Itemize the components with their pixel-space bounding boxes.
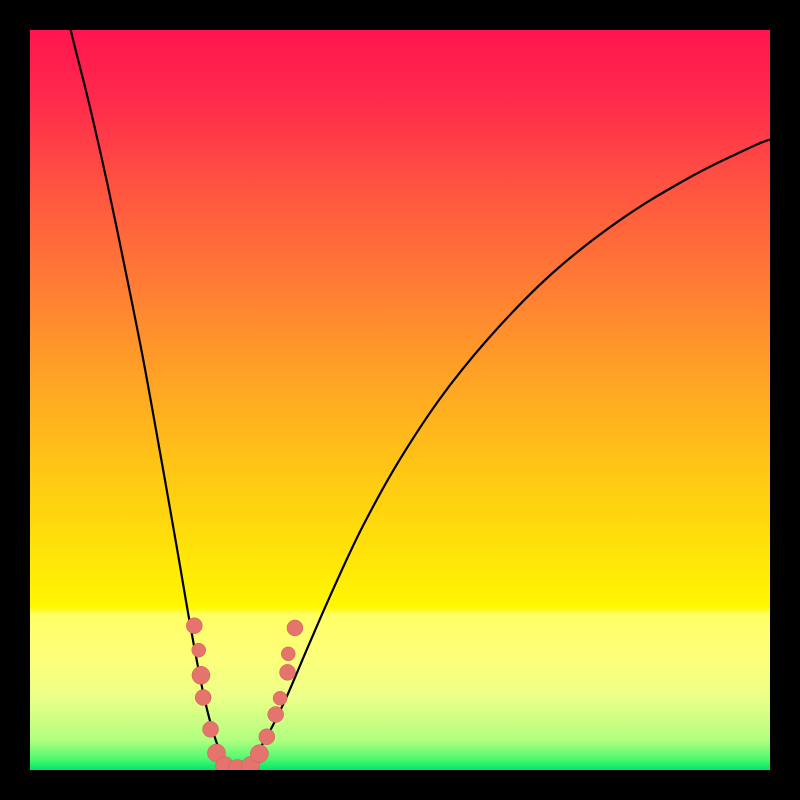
data-point-marker	[203, 721, 219, 737]
gradient-background	[30, 30, 770, 770]
data-point-marker	[250, 745, 268, 763]
data-point-marker	[192, 666, 210, 684]
data-point-marker	[259, 729, 275, 745]
data-point-marker	[186, 618, 202, 634]
data-point-marker	[192, 643, 206, 657]
chart-frame: TheBottleneck.com	[0, 0, 800, 800]
data-point-marker	[195, 689, 211, 705]
data-point-marker	[273, 691, 287, 705]
data-point-marker	[287, 620, 303, 636]
data-point-marker	[280, 664, 296, 680]
chart-svg	[0, 0, 800, 800]
data-point-marker	[268, 707, 284, 723]
data-point-marker	[281, 647, 295, 661]
